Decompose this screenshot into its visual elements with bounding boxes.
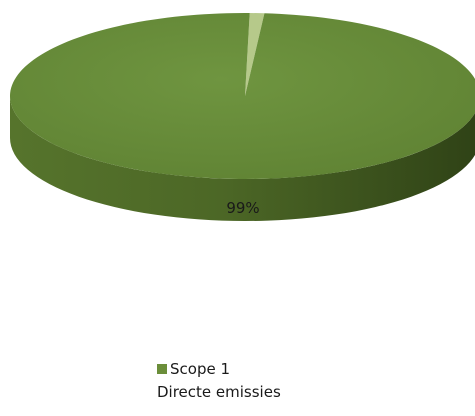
pie-slice-other: [245, 13, 265, 96]
legend-swatch-scope-1: [157, 364, 167, 374]
pie-slice-scope-1: [10, 13, 475, 179]
slice-label-scope-1: 99%: [226, 199, 259, 217]
pie-side-wall: [10, 96, 475, 221]
pie-side-surface: [10, 96, 475, 221]
legend: Scope 1 Directe emissies: [157, 360, 281, 401]
legend-label-scope-1: Scope 1: [170, 360, 230, 378]
legend-sublabel-scope-1: Directe emissies: [157, 383, 281, 401]
pie-top-face: [10, 13, 475, 179]
